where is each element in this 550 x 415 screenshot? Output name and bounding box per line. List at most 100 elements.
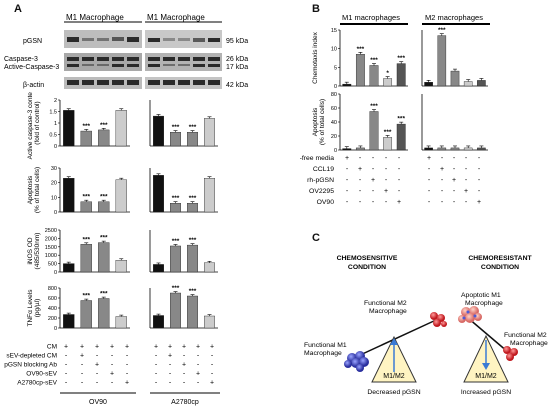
bar — [204, 178, 215, 213]
bar — [396, 123, 406, 151]
condition-sign: + — [452, 177, 456, 184]
condition-sign: - — [385, 155, 388, 162]
treatment-sign: - — [65, 371, 68, 378]
treatment-sign: - — [65, 353, 68, 360]
significance-label: *** — [172, 124, 180, 131]
significance-label: *** — [172, 285, 180, 292]
y-axis-label: (% of total cells) — [319, 99, 326, 145]
treatment-sign: - — [197, 353, 200, 360]
y-axis-label: (fold of control) — [34, 101, 41, 144]
treatment-sign: - — [126, 371, 129, 378]
bar — [477, 80, 486, 87]
panel-b-figure: M1 macrophages M2 macrophages 0 5 10 15 Chemot… — [300, 13, 490, 206]
tick-label: 1000 — [45, 253, 57, 259]
treatment-sign: + — [125, 344, 129, 351]
tick-label: 0 — [54, 270, 57, 276]
left-m1-label-1: Functional M1 — [304, 342, 347, 349]
bar — [170, 292, 181, 329]
condition-sign: - — [346, 177, 349, 184]
tick-label: 5 — [334, 65, 337, 71]
bar — [63, 178, 75, 213]
treatment-sign: + — [64, 344, 68, 351]
tick-label: 0 — [54, 326, 57, 332]
y-axis-label: Apoptosis — [312, 107, 319, 136]
bar — [477, 147, 486, 151]
bar — [187, 244, 198, 273]
condition-sign: - — [478, 155, 481, 162]
condition-sign: - — [453, 188, 456, 195]
significance-label: *** — [189, 237, 197, 244]
treatment-sign: - — [183, 353, 186, 360]
tick-label: 10 — [51, 195, 57, 201]
tick-label: 80 — [331, 92, 337, 98]
tick-label: 0 — [334, 148, 337, 154]
bar — [115, 179, 127, 213]
treatment-sign: + — [80, 353, 84, 360]
bar — [115, 110, 127, 147]
treatment-sign: - — [197, 380, 200, 387]
bar — [342, 148, 352, 151]
condition-label: CCL19 — [313, 166, 334, 173]
right-apoptotic-label-1: Apoptotic M1 — [461, 292, 501, 299]
bar — [450, 70, 460, 87]
chemosensitive-title-1: CHEMOSENSITIVE — [337, 255, 398, 262]
condition-sign: - — [428, 199, 431, 206]
treatment-sign: - — [65, 362, 68, 369]
condition-sign: - — [478, 188, 481, 195]
condition-sign: - — [359, 155, 362, 162]
tick-label: 0 — [54, 144, 57, 150]
condition-sign: - — [465, 199, 468, 206]
condition-sign: - — [398, 166, 401, 173]
treatment-sign: - — [96, 353, 99, 360]
bar — [369, 111, 379, 151]
treatment-sign: + — [196, 344, 200, 351]
treatment-sign: - — [155, 353, 158, 360]
treatment-row-label: A2780cp-sEV — [17, 380, 57, 387]
y-axis-label: iNOS OD — [27, 237, 34, 264]
blot-header-ov90: M1 Macrophage — [66, 13, 124, 22]
blot-header-a2780cp: M1 Macrophage — [147, 13, 205, 22]
treatment-sign: + — [110, 344, 114, 351]
treatment-sign: + — [168, 353, 172, 360]
kda-42: 42 kDa — [226, 82, 248, 89]
condition-sign: - — [441, 155, 444, 162]
condition-sign: - — [465, 155, 468, 162]
bar — [463, 147, 473, 151]
treatment-sign: + — [210, 344, 214, 351]
condition-sign: - — [478, 177, 481, 184]
bar — [170, 245, 181, 273]
bar — [463, 81, 473, 87]
blot-label-pgsn: pGSN — [23, 38, 42, 45]
treatment-sign: - — [126, 353, 129, 360]
blot-a2780cp — [145, 30, 222, 89]
bar — [383, 78, 393, 87]
condition-sign: - — [453, 199, 456, 206]
significance-label: *** — [100, 235, 108, 242]
condition-sign: - — [372, 166, 375, 173]
treatment-sign: - — [81, 362, 84, 369]
significance-label: *** — [397, 55, 405, 62]
tick-label: 1.5 — [49, 110, 57, 116]
bar — [396, 63, 406, 87]
condition-sign: - — [372, 199, 375, 206]
condition-sign: - — [441, 177, 444, 184]
treatment-sign: - — [111, 362, 114, 369]
significance-label: *** — [100, 122, 108, 129]
bar — [80, 130, 92, 147]
tick-label: 60 — [331, 106, 337, 112]
western-blot-figure: M1 Macrophage M1 Macrophage pGSN Caspase… — [4, 13, 248, 89]
tick-label: 1 — [54, 121, 57, 127]
bar — [204, 315, 215, 329]
treatment-sign: - — [197, 362, 200, 369]
condition-sign: - — [385, 177, 388, 184]
right-ratio: M1/M2 — [475, 373, 497, 380]
significance-label: *** — [172, 195, 180, 202]
y-axis-label: Active caspase-3 content — [27, 92, 34, 159]
panel-label-a: A — [14, 3, 22, 15]
bar — [80, 244, 92, 273]
significance-label: *** — [397, 116, 405, 123]
treatment-sign: - — [81, 380, 84, 387]
left-ratio: M1/M2 — [383, 373, 405, 380]
chart-axis — [421, 94, 488, 151]
blot-label-actin: β-actin — [23, 82, 44, 89]
